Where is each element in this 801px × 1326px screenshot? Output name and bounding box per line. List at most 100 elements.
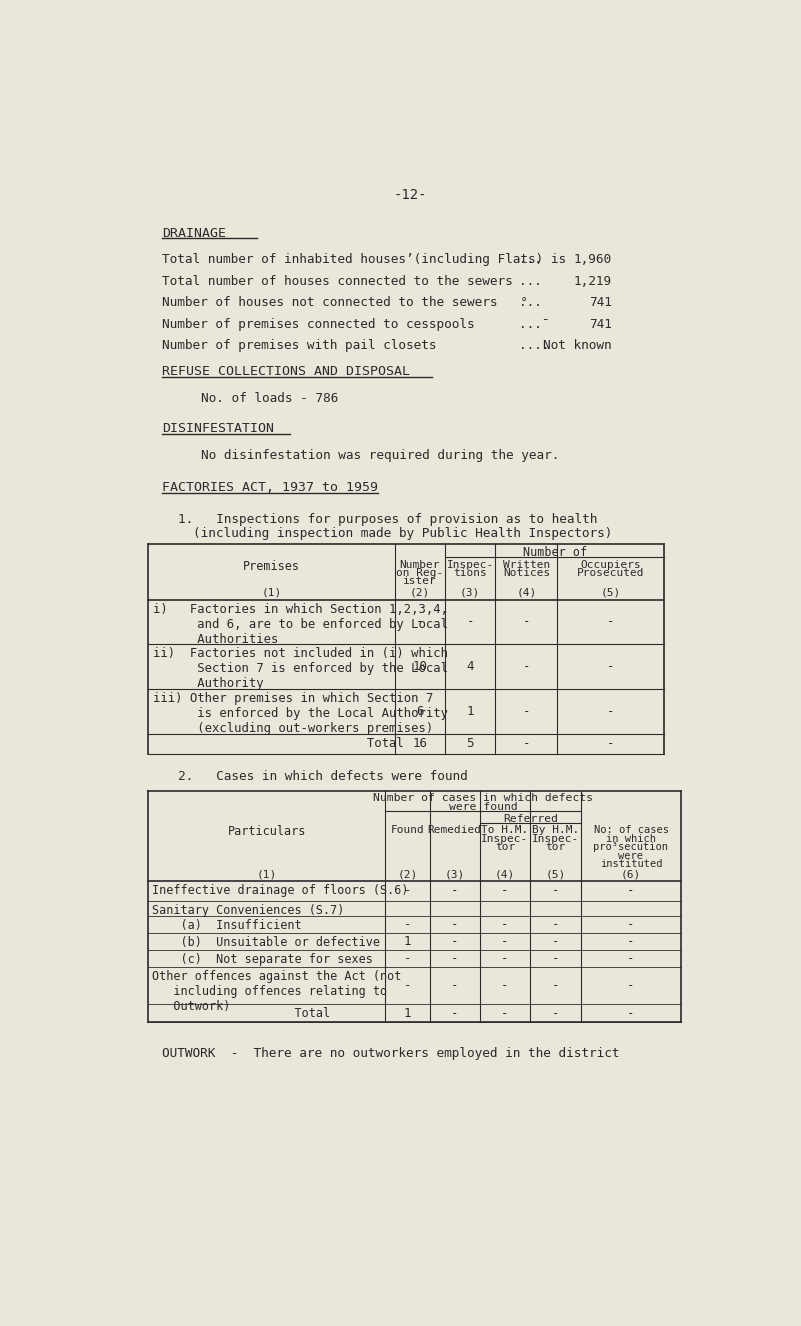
Text: DISINFESTATION: DISINFESTATION	[162, 423, 274, 435]
Text: Number of premises connected to cesspools: Number of premises connected to cesspool…	[162, 318, 475, 330]
Text: -: -	[451, 918, 458, 931]
Text: -: -	[451, 1006, 458, 1020]
Text: -: -	[451, 935, 458, 948]
Text: 4: 4	[466, 660, 474, 674]
Text: 16: 16	[413, 737, 427, 751]
Text: ...: ...	[518, 274, 541, 288]
Text: Total: Total	[152, 1006, 330, 1020]
Text: (c)  Not separate for sexes: (c) Not separate for sexes	[152, 953, 373, 965]
Text: 741: 741	[589, 296, 612, 309]
Text: Premises: Premises	[243, 560, 300, 573]
Text: -: -	[552, 979, 559, 992]
Text: were: were	[618, 850, 643, 861]
Text: instituted: instituted	[600, 859, 662, 869]
Text: REFUSE COLLECTIONS AND DISPOSAL: REFUSE COLLECTIONS AND DISPOSAL	[162, 366, 410, 378]
Text: 2.   Cases in which defects were found: 2. Cases in which defects were found	[178, 770, 467, 784]
Text: 1: 1	[404, 935, 411, 948]
Text: -: -	[627, 979, 634, 992]
Text: ....: ....	[518, 339, 549, 353]
Text: Sanitary Conveniences (S.7): Sanitary Conveniences (S.7)	[152, 904, 344, 916]
Text: -: -	[404, 952, 411, 965]
Text: (3): (3)	[460, 587, 481, 597]
Text: -: -	[501, 952, 509, 965]
Text: pro³secution: pro³secution	[594, 842, 669, 853]
Text: -: -	[522, 704, 530, 717]
Text: Prosecuted: Prosecuted	[577, 568, 645, 578]
Text: (including inspection made by Public Health Inspectors): (including inspection made by Public Hea…	[193, 528, 613, 540]
Text: -: -	[501, 935, 509, 948]
Text: -: -	[416, 615, 424, 629]
Text: -: -	[522, 737, 530, 751]
Text: -: -	[501, 1006, 509, 1020]
Text: 5: 5	[466, 737, 474, 751]
Text: No disinfestation was required during the year.: No disinfestation was required during th…	[201, 448, 559, 461]
Text: 1: 1	[404, 1006, 411, 1020]
Text: Number of houses not connected to the sewers   °: Number of houses not connected to the se…	[162, 296, 528, 309]
Text: in which: in which	[606, 834, 656, 843]
Text: 1,219: 1,219	[574, 274, 612, 288]
Text: (4): (4)	[517, 587, 537, 597]
Text: 741: 741	[589, 318, 612, 330]
Text: No. of loads - 786: No. of loads - 786	[201, 391, 338, 404]
Text: ...: ...	[518, 296, 541, 309]
Text: ister: ister	[403, 577, 437, 586]
Text: Inspec-: Inspec-	[481, 834, 529, 843]
Text: -: -	[552, 935, 559, 948]
Text: (4): (4)	[495, 870, 515, 880]
Text: -: -	[627, 884, 634, 898]
Text: Remedied: Remedied	[428, 825, 481, 835]
Text: Occupiers: Occupiers	[581, 560, 642, 570]
Text: Total number of houses connected to the sewers: Total number of houses connected to the …	[162, 274, 513, 288]
Text: -12-: -12-	[393, 188, 427, 203]
Text: Ineffective drainage of floors (S.6): Ineffective drainage of floors (S.6)	[152, 883, 409, 896]
Text: ii)  Factories not included in (i) which
      Section 7 is enforced by the Loca: ii) Factories not included in (i) which …	[153, 647, 448, 691]
Text: (1): (1)	[256, 870, 277, 880]
Text: Referred: Referred	[503, 814, 557, 823]
Text: -: -	[404, 884, 411, 898]
Text: i)   Factories in which Section 1,2,3,4,
      and 6, are to be enforced by Loca: i) Factories in which Section 1,2,3,4, a…	[153, 602, 448, 646]
Text: -: -	[501, 979, 509, 992]
Text: DRAINAGE: DRAINAGE	[162, 227, 226, 240]
Text: 10: 10	[413, 660, 427, 674]
Text: -: -	[552, 884, 559, 898]
Text: -: -	[607, 704, 614, 717]
Text: (6): (6)	[621, 870, 641, 880]
Text: -: -	[552, 918, 559, 931]
Text: -: -	[607, 615, 614, 629]
Text: -: -	[552, 1006, 559, 1020]
Text: Number of: Number of	[522, 546, 586, 560]
Text: were found: were found	[449, 802, 517, 812]
Text: -: -	[552, 952, 559, 965]
Text: Total number of inhabited housesʼ(including Flats) is: Total number of inhabited housesʼ(includ…	[162, 253, 566, 267]
Text: (2): (2)	[397, 870, 417, 880]
Text: Inspec-: Inspec-	[447, 560, 493, 570]
Text: -: -	[627, 952, 634, 965]
Text: -: -	[501, 884, 509, 898]
Text: -: -	[627, 918, 634, 931]
Text: 1: 1	[466, 704, 474, 717]
Text: FACTORIES ACT, 1937 to 1959: FACTORIES ACT, 1937 to 1959	[162, 481, 378, 495]
Text: (5): (5)	[601, 587, 621, 597]
Text: Other offences against the Act (not
   including offences relating to
   Outwork: Other offences against the Act (not incl…	[152, 969, 401, 1013]
Text: -: -	[522, 660, 530, 674]
Text: -: -	[522, 615, 530, 629]
Text: 6: 6	[416, 704, 424, 717]
Text: iii) Other premises in which Section 7
      is enforced by the Local Authority
: iii) Other premises in which Section 7 i…	[153, 692, 448, 735]
Text: tor: tor	[545, 842, 566, 853]
Text: 1,960: 1,960	[574, 253, 612, 267]
Text: -: -	[404, 918, 411, 931]
Text: -: -	[404, 979, 411, 992]
Text: ...: ...	[518, 253, 541, 267]
Text: By H.M.: By H.M.	[532, 825, 579, 835]
Text: Number: Number	[400, 560, 440, 570]
Text: Not known: Not known	[543, 339, 612, 353]
Text: tor: tor	[495, 842, 515, 853]
Text: -: -	[607, 737, 614, 751]
Text: -: -	[451, 952, 458, 965]
Text: (b)  Unsuitable or defective: (b) Unsuitable or defective	[152, 936, 380, 949]
Text: 1.   Inspections for purposes of provision as to health: 1. Inspections for purposes of provision…	[178, 513, 597, 526]
Text: (5): (5)	[545, 870, 566, 880]
Text: To H.M.: To H.M.	[481, 825, 529, 835]
Text: (3): (3)	[445, 870, 465, 880]
Text: on Reg-: on Reg-	[396, 568, 444, 578]
